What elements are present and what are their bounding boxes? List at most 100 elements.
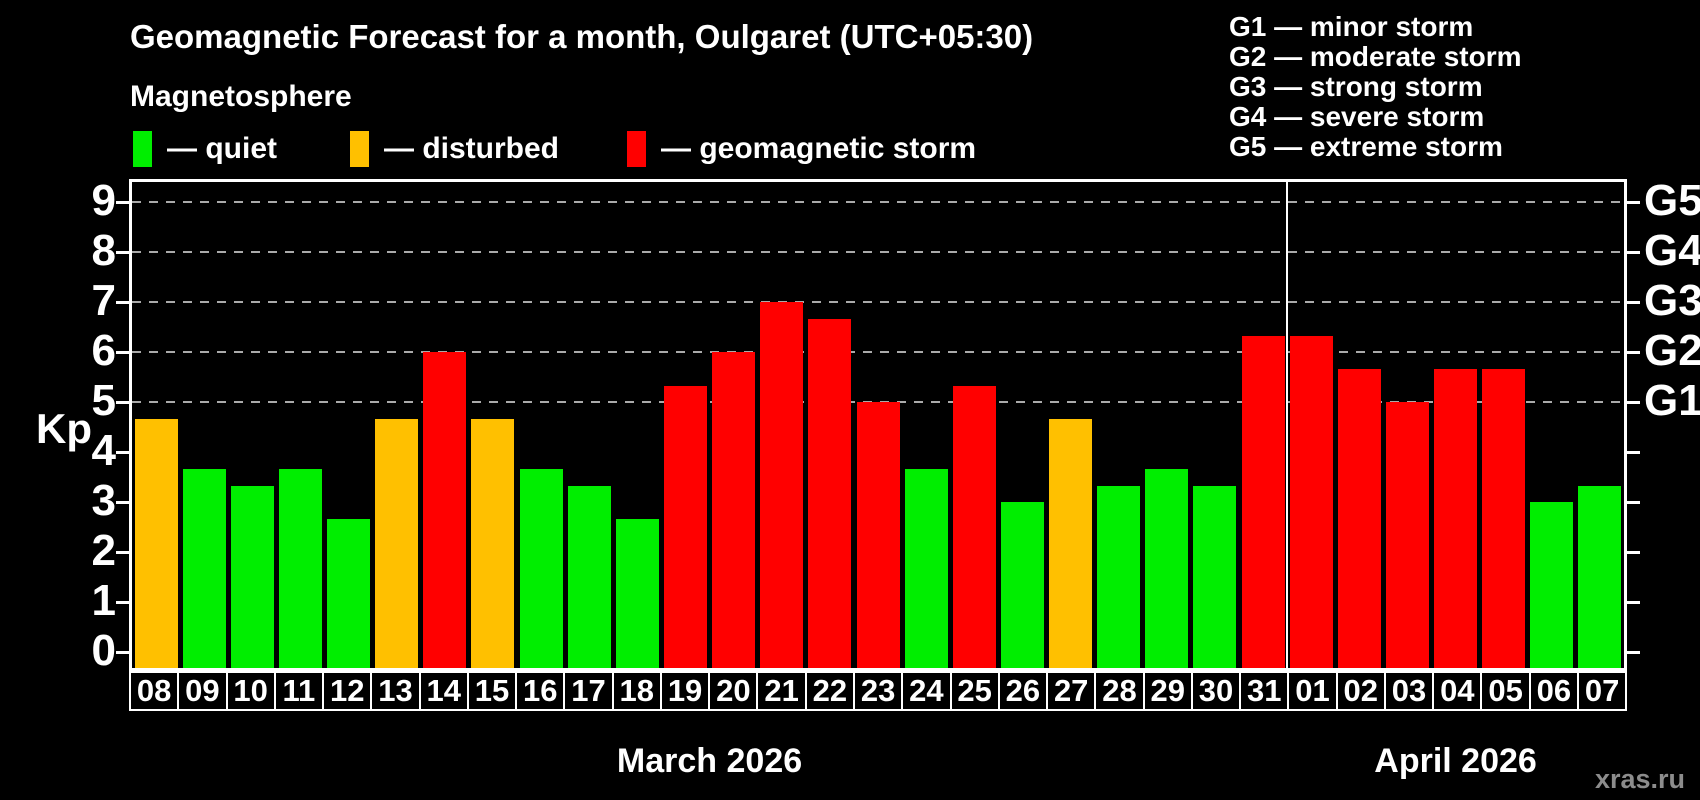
bar [519, 468, 563, 668]
bar [230, 485, 274, 668]
y-tick-label: 5 [91, 376, 116, 426]
g-level-label: G4 [1644, 226, 1700, 276]
bar [1385, 402, 1429, 668]
bar [663, 385, 707, 668]
y-tick-label: 7 [91, 276, 116, 326]
day-label: 25 [949, 671, 1000, 711]
g-scale-legend-line: G4 — severe storm [1229, 101, 1485, 132]
day-label: 17 [563, 671, 614, 711]
left-tick [116, 450, 129, 454]
x-axis-day-row: 08 09 10 11 12 13 14 15 16 17 18 19 20 21 22 23 24 25 26 27… [129, 671, 1628, 711]
bar [1434, 368, 1478, 668]
left-tick [116, 200, 129, 204]
bar [1193, 485, 1237, 668]
right-tick [1627, 400, 1640, 404]
y-tick-label: 2 [91, 526, 116, 576]
bar [1097, 485, 1141, 668]
bar [1578, 485, 1622, 668]
bar [712, 352, 756, 668]
bar [904, 468, 948, 668]
y-axis-title: Kp [36, 405, 92, 452]
bar [808, 318, 852, 668]
bar [134, 418, 178, 668]
bar [1145, 468, 1189, 668]
legend-item-quiet: — quiet [133, 131, 277, 167]
day-label: 07 [1576, 671, 1628, 711]
grid-line [132, 301, 1624, 303]
bar [1482, 368, 1526, 668]
bar [615, 518, 659, 668]
left-tick [116, 400, 129, 404]
bar [471, 418, 515, 668]
bar [278, 468, 322, 668]
day-label: 26 [997, 671, 1049, 711]
bar [856, 402, 900, 668]
g-scale-legend-line: G2 — moderate storm [1229, 41, 1522, 72]
day-label: 06 [1528, 671, 1579, 711]
day-label: 19 [659, 671, 711, 711]
grid-line [132, 251, 1624, 253]
right-tick [1627, 300, 1640, 304]
g-level-label: G5 [1644, 176, 1700, 226]
day-label: 13 [370, 671, 421, 711]
left-tick [116, 350, 129, 354]
day-label: 27 [1046, 671, 1097, 711]
y-tick-label: 4 [91, 426, 116, 476]
month-separator [1286, 182, 1289, 668]
left-tick [116, 650, 129, 654]
day-label: 12 [322, 671, 373, 711]
day-label: 02 [1335, 671, 1386, 711]
g-level-label: G2 [1644, 326, 1700, 376]
g-level-label: G3 [1644, 276, 1700, 326]
day-label: 21 [756, 671, 807, 711]
right-tick [1627, 650, 1640, 654]
day-label: 16 [515, 671, 566, 711]
day-label: 04 [1432, 671, 1483, 711]
day-label: 22 [804, 671, 855, 711]
y-tick-label: 1 [91, 576, 116, 626]
page-title: Geomagnetic Forecast for a month, Oulgar… [130, 18, 1034, 55]
y-tick-label: 8 [91, 226, 116, 276]
left-tick [116, 300, 129, 304]
bar [1530, 502, 1574, 668]
bar [182, 468, 226, 668]
month-label: April 2026 [1374, 742, 1537, 780]
bar [375, 418, 419, 668]
legend-label-disturbed: — disturbed [384, 132, 560, 165]
y-tick-label: 3 [91, 476, 116, 526]
legend-item-disturbed: — disturbed [350, 131, 559, 167]
plot-area [129, 179, 1627, 671]
y-tick-label: 9 [91, 176, 116, 226]
left-tick [116, 500, 129, 504]
bar [1241, 335, 1285, 668]
right-tick [1627, 250, 1640, 254]
day-label: 05 [1480, 671, 1531, 711]
bar [760, 302, 804, 668]
day-label: 01 [1287, 671, 1338, 711]
g-scale-legend-line: G5 — extreme storm [1229, 131, 1503, 162]
bar [567, 485, 611, 668]
bar [423, 352, 467, 668]
bar [327, 518, 371, 668]
day-label: 29 [1142, 671, 1193, 711]
day-label: 20 [708, 671, 759, 711]
y-tick-label: 6 [91, 326, 116, 376]
quiet-swatch-icon [133, 131, 152, 167]
storm-swatch-icon [627, 131, 646, 167]
legend-label-storm: — geomagnetic storm [661, 132, 977, 165]
day-label: 31 [1239, 671, 1290, 711]
day-label: 23 [852, 671, 904, 711]
right-tick [1627, 600, 1640, 604]
day-label: 30 [1190, 671, 1242, 711]
day-label: 14 [418, 671, 469, 711]
bar [952, 385, 996, 668]
right-tick [1627, 500, 1640, 504]
disturbed-swatch-icon [350, 131, 369, 167]
right-tick [1627, 550, 1640, 554]
g-scale-legend-line: G3 — strong storm [1229, 71, 1483, 102]
right-tick [1627, 450, 1640, 454]
day-label: 15 [466, 671, 518, 711]
legend-item-storm: — geomagnetic storm [627, 131, 976, 167]
day-label: 03 [1383, 671, 1435, 711]
